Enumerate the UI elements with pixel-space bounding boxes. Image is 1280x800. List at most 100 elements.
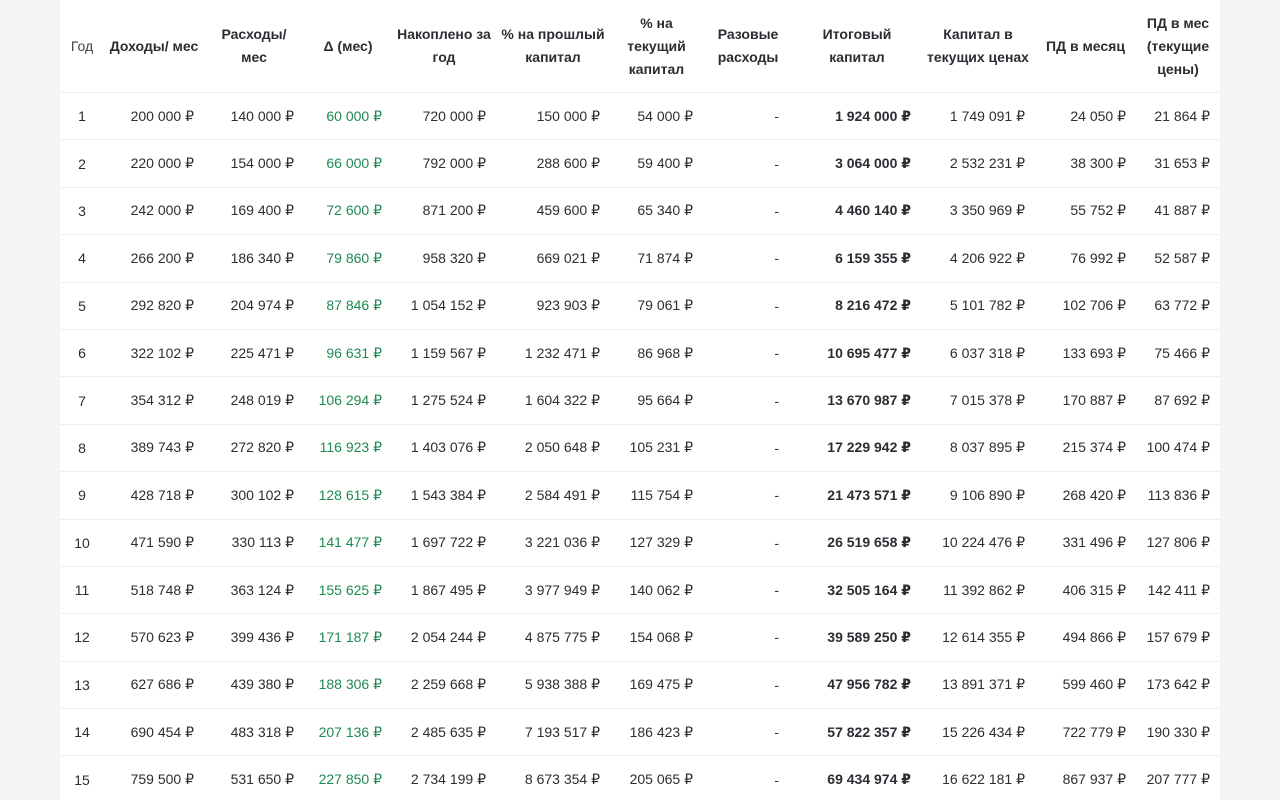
cell-saved-per-year: 1 543 384 ₽: [392, 471, 496, 520]
table-row: 10 471 590 ₽330 113 ₽141 477 ₽1 697 722 ₽…: [60, 519, 1220, 567]
cell-year: 6: [60, 329, 104, 378]
cell-interest-current-capital: 140 062 ₽: [610, 566, 703, 615]
cell-capital-current-prices: 3 350 969 ₽: [921, 187, 1035, 236]
cell-one-time-expenses: -: [703, 329, 793, 378]
cell-income: 220 000 ₽: [104, 139, 204, 188]
cell-saved-per-year: 958 320 ₽: [392, 234, 496, 283]
cell-passive-income-current-prices: 41 887 ₽: [1136, 187, 1220, 236]
cell-saved-per-year: 2 734 199 ₽: [410, 771, 486, 788]
cell-one-time-expenses: -: [703, 376, 793, 425]
column-header-interest-previous-capital[interactable]: % на прошлый капитал: [496, 0, 610, 93]
table-body: 1 200 000 ₽140 000 ₽60 000 ₽720 000 ₽150 …: [60, 92, 1220, 800]
cell-income: 200 000 ₽: [104, 92, 204, 141]
table-row: 8 389 743 ₽272 820 ₽116 923 ₽1 403 076 ₽2…: [60, 424, 1220, 473]
column-header-capital-current-prices[interactable]: Капитал в текущих ценах: [921, 0, 1035, 93]
cell-capital-current-prices: 2 532 231 ₽: [921, 139, 1035, 188]
cell-expenses: 272 820 ₽: [204, 424, 304, 473]
cell-passive-income-month: 406 315 ₽: [1035, 566, 1136, 615]
cell-total-capital: 32 505 164 ₽: [793, 566, 921, 615]
column-header-one-time-expenses[interactable]: Разовые расходы: [703, 0, 793, 93]
cell-interest-previous-capital: 459 600 ₽: [496, 187, 610, 236]
cell-delta: 96 631 ₽: [304, 329, 392, 378]
cell-passive-income-current-prices: 142 411 ₽: [1136, 566, 1220, 615]
cell-delta: 79 860 ₽: [304, 234, 392, 283]
cell-expenses: 531 650 ₽: [230, 771, 294, 788]
cell-delta: 141 477 ₽: [304, 519, 392, 567]
column-header-passive-income-month[interactable]: ПД в месяц: [1035, 0, 1136, 93]
cell-year: 15: [74, 771, 90, 788]
cell-income: 266 200 ₽: [104, 234, 204, 283]
cell-year: 13: [60, 661, 104, 710]
column-header-total-capital[interactable]: Итоговый капитал: [793, 0, 921, 93]
cell-passive-income-current-prices: 113 836 ₽: [1136, 471, 1220, 520]
cell-interest-current-capital: 59 400 ₽: [610, 139, 703, 188]
cell-expenses: 248 019 ₽: [204, 376, 304, 425]
cell-passive-income-month: 867 937 ₽: [1062, 771, 1126, 788]
table-row: 6 322 102 ₽225 471 ₽96 631 ₽1 159 567 ₽1 …: [60, 329, 1220, 378]
column-header-interest-current-capital[interactable]: % на текущий капитал: [610, 0, 703, 93]
cell-delta: 155 625 ₽: [304, 566, 392, 615]
cell-delta: 60 000 ₽: [304, 92, 392, 141]
cell-saved-per-year: 1 867 495 ₽: [392, 566, 496, 615]
cell-interest-previous-capital: 150 000 ₽: [496, 92, 610, 141]
cell-year: 4: [60, 234, 104, 283]
cell-passive-income-current-prices: 173 642 ₽: [1136, 661, 1220, 710]
table-row: 4 266 200 ₽186 340 ₽79 860 ₽958 320 ₽669 …: [60, 234, 1220, 283]
column-header-expenses[interactable]: Расходы/ мес: [204, 0, 304, 93]
cell-saved-per-year: 2 259 668 ₽: [392, 661, 496, 710]
table-row: 5 292 820 ₽204 974 ₽87 846 ₽1 054 152 ₽92…: [60, 282, 1220, 330]
column-header-income[interactable]: Доходы/ мес: [104, 0, 204, 93]
cell-expenses: 225 471 ₽: [204, 329, 304, 378]
cell-passive-income-month: 599 460 ₽: [1035, 661, 1136, 710]
cell-expenses: 330 113 ₽: [204, 519, 304, 567]
cell-saved-per-year: 871 200 ₽: [392, 187, 496, 236]
cell-capital-current-prices: 13 891 371 ₽: [921, 661, 1035, 710]
cell-saved-per-year: 2 485 635 ₽: [392, 708, 496, 757]
cell-passive-income-current-prices: 21 864 ₽: [1136, 92, 1220, 141]
cell-saved-per-year: 720 000 ₽: [392, 92, 496, 141]
cell-income: 389 743 ₽: [104, 424, 204, 473]
cell-total-capital: 21 473 571 ₽: [793, 471, 921, 520]
header-row: Год Доходы/ мес Расходы/ мес Δ (мес) Нак…: [60, 0, 1220, 93]
table-row: 2 220 000 ₽154 000 ₽66 000 ₽792 000 ₽288 …: [60, 139, 1220, 188]
cell-capital-current-prices: 6 037 318 ₽: [921, 329, 1035, 378]
table-row: 1 200 000 ₽140 000 ₽60 000 ₽720 000 ₽150 …: [60, 92, 1220, 141]
cell-interest-previous-capital: 3 977 949 ₽: [496, 566, 610, 615]
cell-total-capital: 1 924 000 ₽: [793, 92, 921, 141]
cell-delta: 188 306 ₽: [304, 661, 392, 710]
cell-total-capital: 3 064 000 ₽: [793, 139, 921, 188]
cell-passive-income-month: 268 420 ₽: [1035, 471, 1136, 520]
cell-year: 5: [60, 282, 104, 330]
cell-interest-previous-capital: 2 050 648 ₽: [496, 424, 610, 473]
cell-income: 428 718 ₽: [104, 471, 204, 520]
table-row: 9 428 718 ₽300 102 ₽128 615 ₽1 543 384 ₽2…: [60, 471, 1220, 520]
cell-passive-income-month: 331 496 ₽: [1035, 519, 1136, 567]
cell-interest-previous-capital: 8 673 354 ₽: [524, 771, 600, 788]
column-header-passive-income-current-prices[interactable]: ПД в мес (текущие цены): [1136, 0, 1220, 93]
cell-delta: 171 187 ₽: [304, 613, 392, 662]
cell-year: 7: [60, 376, 104, 425]
cell-one-time-expenses: -: [703, 234, 793, 283]
cell-passive-income-current-prices: 100 474 ₽: [1136, 424, 1220, 473]
cell-expenses: 186 340 ₽: [204, 234, 304, 283]
cell-income: 471 590 ₽: [104, 519, 204, 567]
column-header-saved-per-year[interactable]: Накоплено за год: [392, 0, 496, 93]
cell-total-capital: 17 229 942 ₽: [793, 424, 921, 473]
cell-delta: 87 846 ₽: [304, 282, 392, 330]
cell-saved-per-year: 1 275 524 ₽: [392, 376, 496, 425]
cell-interest-current-capital: 54 000 ₽: [610, 92, 703, 141]
cell-interest-previous-capital: 1 604 322 ₽: [496, 376, 610, 425]
cell-capital-current-prices: 1 749 091 ₽: [921, 92, 1035, 141]
cell-one-time-expenses: -: [703, 519, 793, 567]
cell-passive-income-month: 133 693 ₽: [1035, 329, 1136, 378]
cell-passive-income-current-prices: 190 330 ₽: [1136, 708, 1220, 757]
table-row: 13 627 686 ₽439 380 ₽188 306 ₽2 259 668 ₽…: [60, 661, 1220, 710]
cell-one-time-expenses: -: [703, 424, 793, 473]
cell-income: 292 820 ₽: [104, 282, 204, 330]
column-header-delta[interactable]: Δ (мес): [304, 0, 392, 93]
cell-saved-per-year: 792 000 ₽: [392, 139, 496, 188]
cell-expenses: 169 400 ₽: [204, 187, 304, 236]
cell-delta: 227 850 ₽: [318, 771, 382, 788]
cell-capital-current-prices: 16 622 181 ₽: [942, 771, 1025, 788]
column-header-year[interactable]: Год: [60, 0, 104, 93]
